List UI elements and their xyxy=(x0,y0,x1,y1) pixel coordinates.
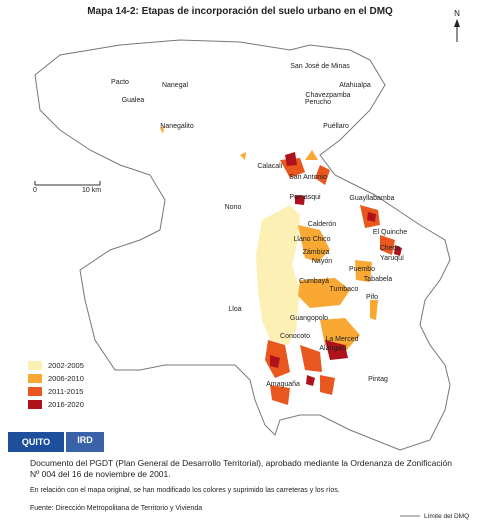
urban-2002-2005 xyxy=(256,205,300,345)
legend-swatch xyxy=(28,361,42,370)
note: En relación con el mapa original, se han… xyxy=(30,487,340,494)
source: Fuente: Dirección Metropolitana de Terri… xyxy=(30,505,203,512)
place-label: Nayón xyxy=(312,258,332,265)
place-label: Checa xyxy=(380,245,400,252)
logo-ird-text: IRD xyxy=(77,435,93,445)
place-label: La Merced xyxy=(325,336,358,343)
place-label: Guangopolo xyxy=(290,315,328,322)
place-label: Pintag xyxy=(368,376,388,383)
place-label: Nanegalito xyxy=(160,123,194,130)
north-label: N xyxy=(454,9,460,18)
legend-label: 2002-2005 xyxy=(48,361,84,370)
north-arrow-head xyxy=(454,19,460,27)
scale-zero: 0 xyxy=(33,187,37,194)
place-label: Puéllaro xyxy=(323,123,349,130)
caption: Documento del PGDT (Plan General de Desa… xyxy=(30,458,452,479)
place-labels: Pacto Nanegal Gualea Nanegalito San José de … xyxy=(111,63,407,388)
urban-2006-2010 xyxy=(160,126,378,352)
place-label: Alangasí xyxy=(319,345,346,352)
legend-swatch xyxy=(28,374,42,383)
legend-swatch xyxy=(28,387,42,396)
place-label: Perucho xyxy=(305,99,331,106)
map-title: Mapa 14-2: Etapas de incorporación del s… xyxy=(87,6,393,17)
place-label: Tababela xyxy=(364,276,393,283)
place-label: Calderón xyxy=(308,221,337,228)
place-label: Zámbiza xyxy=(303,249,330,256)
legend-label: 2016-2020 xyxy=(48,400,84,409)
place-label: Pacto xyxy=(111,79,129,86)
place-label: Calacalí xyxy=(257,163,282,170)
legend-label: 2011-2015 xyxy=(48,387,83,396)
place-label: Llano Chico xyxy=(294,236,331,243)
place-label: Amaguaña xyxy=(266,381,300,388)
place-label: Pifo xyxy=(366,294,378,301)
place-label: Nono xyxy=(225,204,242,211)
place-label: San José de Minas xyxy=(290,63,350,70)
place-label: Conocoto xyxy=(280,333,310,340)
place-label: Cumbayá xyxy=(299,278,329,285)
logo-quito-text: QUITO xyxy=(22,437,50,447)
place-label: Gualea xyxy=(122,97,145,104)
logo-ird xyxy=(66,432,104,452)
place-label: San Antonio xyxy=(289,174,327,181)
place-label: Nanegal xyxy=(162,82,189,89)
place-label: Yaruquí xyxy=(380,255,404,262)
legend-label: 2006-2010 xyxy=(48,374,84,383)
boundary-legend-label: Límite del DMQ xyxy=(424,513,469,520)
place-label: Chavezpamba xyxy=(305,92,350,99)
legend-swatch xyxy=(28,400,42,409)
place-label: Lloa xyxy=(228,306,241,313)
scale-label: 10 km xyxy=(82,187,101,194)
place-label: Atahualpa xyxy=(339,82,371,89)
place-label: El Quinche xyxy=(373,229,407,236)
place-label: Tumbaco xyxy=(330,286,359,293)
place-label: Puembo xyxy=(349,266,375,273)
logo-quito xyxy=(8,432,64,452)
legend: 2002-2005 2006-2010 2011-2015 2016-2020 xyxy=(28,361,84,409)
place-label: Pomasqui xyxy=(289,194,321,201)
place-label: Guayllabamba xyxy=(349,195,394,202)
